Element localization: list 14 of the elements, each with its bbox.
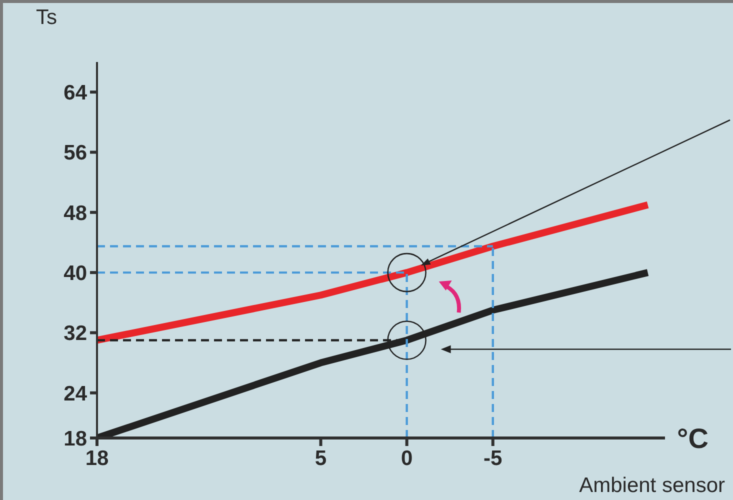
y-tick-label: 18: [64, 427, 88, 450]
y-tick-label: 48: [64, 202, 88, 225]
x-axis-title: Ambient sensor: [579, 474, 726, 497]
x-tick-label: 18: [85, 446, 109, 470]
y-tick-label: 40: [64, 262, 87, 286]
y-tick-label: 24: [64, 382, 88, 406]
text: °C: [677, 423, 708, 454]
x-tick-label: -5: [484, 446, 503, 470]
y-tick-label: 56: [64, 142, 87, 165]
y-tick-label: 64: [64, 82, 88, 105]
y-axis-title: Ts: [36, 6, 57, 29]
y-tick-label: 32: [64, 322, 87, 346]
x-tick-label: 0: [400, 446, 413, 470]
x-tick-label: 5: [314, 446, 327, 470]
